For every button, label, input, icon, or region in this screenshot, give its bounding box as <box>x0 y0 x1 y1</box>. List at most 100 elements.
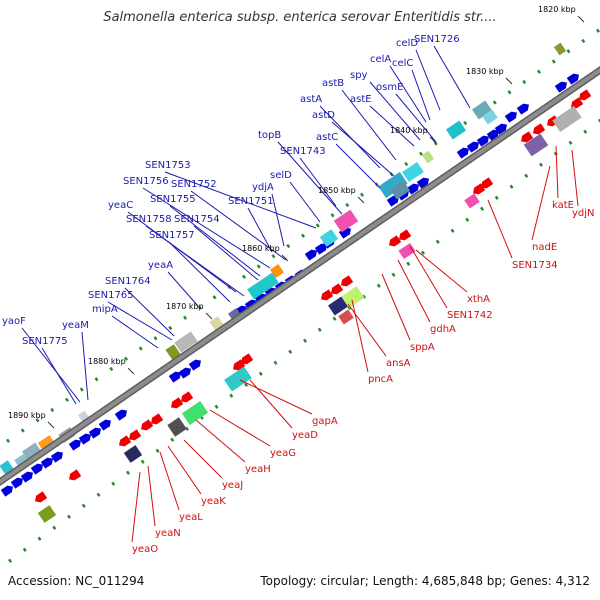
leader-line-SEN1758 <box>145 225 245 297</box>
leader-line-ydjA <box>271 193 285 247</box>
gene-label-yaoF: yaoF <box>2 316 26 327</box>
reverse-gene-arrow <box>35 491 48 503</box>
track-dot-inner <box>273 360 278 365</box>
leader-line-SEN1764 <box>124 287 175 337</box>
gene-label-gdhA: gdhA <box>430 324 456 335</box>
forward-gene-arrow <box>68 439 81 451</box>
gene-label-SEN1755: SEN1755 <box>150 194 196 205</box>
kbp-tick-mark <box>357 196 365 204</box>
reverse-gene-arrow <box>241 353 254 365</box>
track-dot-outer <box>168 325 173 331</box>
gene-label-yeaG: yeaG <box>270 448 296 459</box>
gene-label-yeaC: yeaC <box>108 200 133 211</box>
forward-gene-arrow <box>466 141 479 153</box>
track-dot-outer <box>345 202 350 208</box>
backbone-group <box>0 65 600 487</box>
forward-gene-arrow <box>476 135 489 147</box>
reverse-gene-arrow <box>481 177 494 189</box>
track-dot-outer <box>256 264 261 269</box>
track-dot-outer <box>153 336 158 341</box>
track-dot-inner <box>214 404 219 409</box>
track-dot-inner <box>303 338 308 343</box>
gene-label-yeaL: yeaL <box>179 512 203 523</box>
gene-label-astB: astB <box>322 78 344 89</box>
kbp-tick-label: 1840 kbp <box>390 126 428 135</box>
leader-line-astC <box>335 143 381 189</box>
reverse-gene-block <box>123 445 143 463</box>
forward-gene-arrow <box>504 111 517 123</box>
forward-gene-arrow <box>494 123 507 135</box>
kbp-tick-mark <box>127 367 135 375</box>
forward-gene-arrow <box>168 371 181 383</box>
gene-label-SEN1757: SEN1757 <box>149 230 195 241</box>
reverse-gene-arrow <box>579 89 592 101</box>
reverse-gene-arrow <box>119 435 132 447</box>
track-dot-inner <box>376 283 381 288</box>
backbone-line-highlight <box>0 67 600 485</box>
forward-gene-arrow <box>20 471 33 483</box>
gene-label-SEN1726: SEN1726 <box>414 34 460 45</box>
leader-line-astB <box>341 89 397 161</box>
leader-line-nadE <box>531 165 551 241</box>
track-dot-inner <box>406 261 411 266</box>
track-dot-outer <box>241 274 247 279</box>
track-dot-outer <box>522 79 527 85</box>
gene-label-yeaJ: yeaJ <box>222 480 243 491</box>
track-dot-outer <box>271 254 276 259</box>
track-dot-inner <box>125 470 131 475</box>
track-dot-outer <box>50 407 55 413</box>
leader-line-gdhA <box>397 259 431 323</box>
track-dot-inner <box>317 327 322 332</box>
leader-line-SEN1742 <box>409 245 448 309</box>
leader-line-spy <box>369 81 421 141</box>
forward-gene-arrow <box>0 485 13 497</box>
track-dot-outer <box>5 438 11 443</box>
gene-label-pncA: pncA <box>368 374 393 385</box>
leader-line-ansA <box>347 303 387 357</box>
gene-label-yeaD: yeaD <box>292 430 318 441</box>
track-dot-inner <box>170 437 175 442</box>
forward-gene-arrow <box>40 457 53 469</box>
track-dot-outer <box>566 49 571 54</box>
track-dot-inner <box>288 349 293 354</box>
reverse-gene-arrow <box>389 235 402 247</box>
leader-line-mipA <box>111 315 159 349</box>
leader-line-SEN1765 <box>107 301 173 341</box>
forward-gene-block <box>482 109 498 125</box>
kbp-ticks: 1820 kbp 1830 kbp 1840 kbp 1850 kbp 1860 kbp… <box>8 5 585 429</box>
track-dot-outer <box>330 213 335 218</box>
accession-text: Accession: NC_011294 <box>8 574 145 588</box>
forward-gene-arrow <box>178 367 191 379</box>
track-dot-outer <box>94 377 99 382</box>
forward-gene-arrow <box>554 81 567 93</box>
forward-gene-block <box>165 344 181 360</box>
gene-features <box>0 42 592 523</box>
forward-gene-arrow <box>566 73 579 85</box>
track-dot-outer <box>35 418 40 423</box>
leader-line-SEN1755 <box>169 205 261 277</box>
forward-gene-arrow <box>10 477 23 489</box>
forward-gene-arrow <box>88 427 101 439</box>
track-dot-inner <box>539 162 544 167</box>
reverse-gene-arrow <box>521 131 534 143</box>
gene-label-mipA: mipA <box>92 304 118 315</box>
track-dot-inner <box>155 448 160 453</box>
track-dot-inner <box>568 140 573 145</box>
forward-gene-block <box>390 180 410 200</box>
gene-label-xthA: xthA <box>467 294 490 305</box>
gene-label-selD: selD <box>270 170 292 181</box>
forward-gene-arrow <box>114 409 127 421</box>
gene-label-yeaN: yeaN <box>155 528 181 539</box>
leader-line-yeaH <box>195 419 246 463</box>
forward-gene-block <box>421 150 435 164</box>
reverse-gene-block <box>341 286 365 308</box>
reverse-gene-arrow <box>331 283 344 295</box>
forward-gene-arrow <box>30 463 43 475</box>
leader-line-yeaD <box>249 379 293 429</box>
track-dot-outer <box>315 223 320 228</box>
gene-label-osmE: osmE <box>376 82 403 93</box>
reverse-gene-block <box>181 401 209 425</box>
track-dot-inner <box>332 316 337 321</box>
forward-gene-block <box>472 100 492 120</box>
track-dot-inner <box>81 503 86 508</box>
